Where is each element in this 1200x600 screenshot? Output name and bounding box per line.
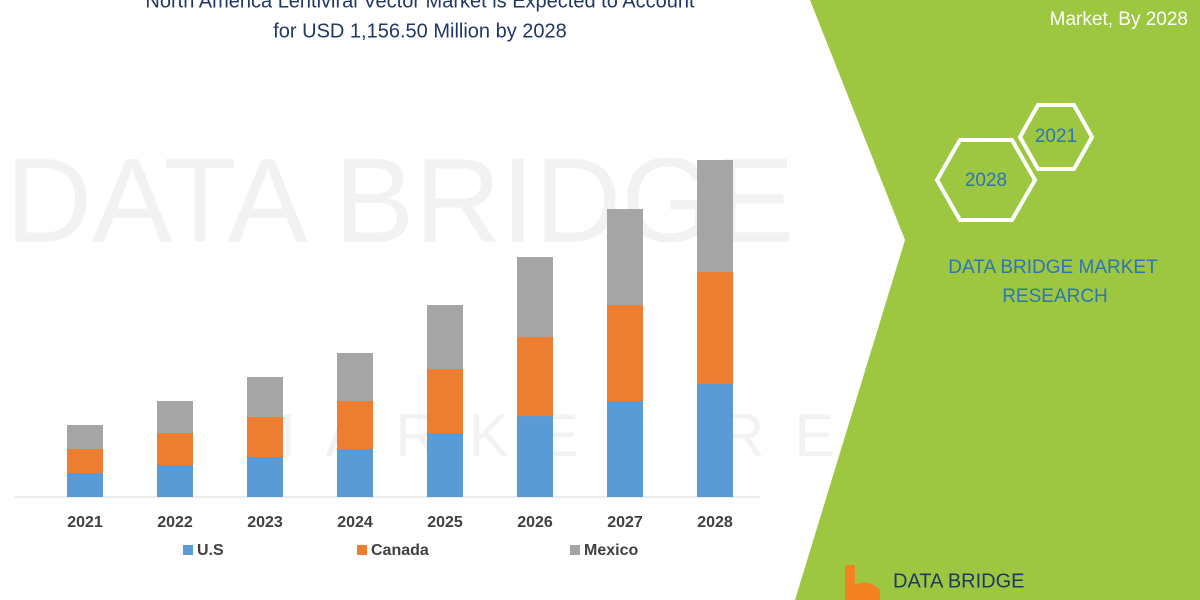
bar-segment [337,449,373,497]
x-tick-label: 2024 [337,514,373,531]
x-tick-label: 2027 [607,514,643,531]
side-panel [795,0,1200,600]
logo-text: DATA BRIDGE [893,570,1025,592]
brand: DATA BRIDGE MARKET [948,257,1158,278]
bar-segment [337,401,373,450]
bar-segment [157,401,193,434]
hexagon [1017,103,1095,171]
legend-swatch [357,545,367,555]
bar-segment [697,271,733,384]
legend-swatch [570,545,580,555]
bar-segment [157,465,193,497]
logo-icon [845,565,880,600]
x-tick-label: 2028 [697,514,733,531]
bar-segment [247,376,283,417]
chart-title: for USD 1,156.50 Million by 2028 [273,20,567,42]
bar-segment [247,456,283,497]
legend-swatch [183,545,193,555]
x-tick-label: 2021 [67,514,103,531]
chart-title: North America Lentiviral Vector Market i… [145,0,695,12]
bar-segment [517,416,553,497]
x-tick-label: 2025 [427,514,463,531]
legend-label: Mexico [584,542,638,559]
x-tick-label: 2023 [247,514,283,531]
panel-subtitle: Market, By 2028 [1050,9,1188,30]
bar-segment [427,433,463,497]
legend-label: Canada [371,542,429,559]
bar-segment [427,369,463,434]
bar-segment [607,305,643,402]
bar-segment [607,209,643,306]
watermark: DATA BRIDGE [5,134,794,268]
bar-segment [67,472,103,497]
bar-segment [427,305,463,370]
bar-segment [517,257,553,338]
bar-segment [67,424,103,449]
brand: RESEARCH [1002,286,1108,307]
hexagon-label: 2028 [965,170,1007,191]
bar-segment [67,448,103,473]
x-tick-label: 2026 [517,514,553,531]
bar-segment [697,383,733,497]
bar-segment [697,160,733,272]
bar-segment [607,401,643,497]
bar-segment [157,433,193,466]
x-tick-label: 2022 [157,514,193,531]
bar-segment [337,353,373,402]
bar-segment [517,337,553,417]
hexagon [934,138,1038,222]
hexagon-label: 2021 [1035,126,1077,147]
bar-segment [247,416,283,457]
legend-label: U.S [197,542,224,559]
